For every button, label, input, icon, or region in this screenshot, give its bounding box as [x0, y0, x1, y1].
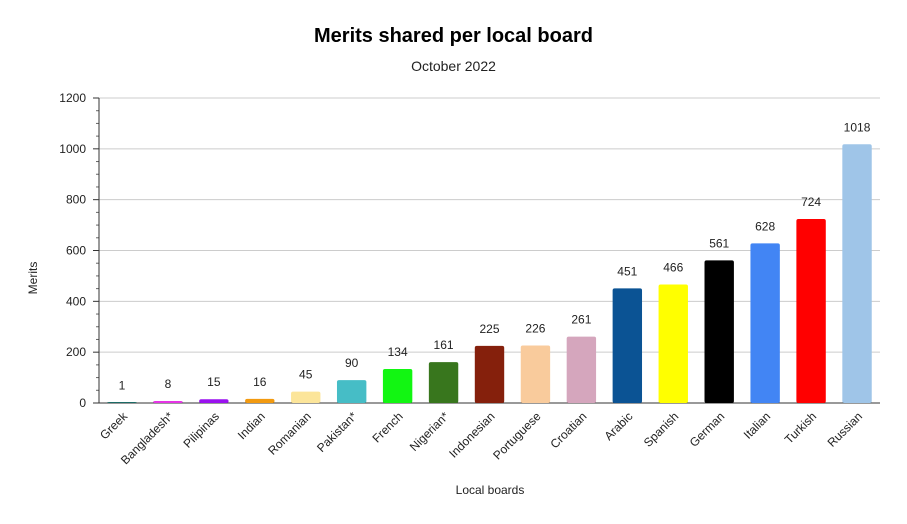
y-tick-label: 0: [79, 396, 86, 410]
bar: [474, 345, 505, 403]
y-tick-label: 200: [66, 345, 86, 359]
data-label: 8: [165, 377, 172, 391]
y-tick-label: 400: [66, 294, 86, 308]
chart-subtitle: October 2022: [411, 58, 496, 74]
x-tick-label: Pakistan*: [314, 409, 360, 455]
bar: [842, 144, 872, 403]
x-tick-label: Nigerian*: [407, 409, 452, 454]
x-tick-label: Croatian: [548, 409, 590, 451]
bar: [520, 345, 551, 403]
x-tick-label: Romanian: [265, 409, 314, 458]
chart-title: Merits shared per local board: [314, 25, 593, 47]
x-tick-label: Indian: [235, 409, 268, 442]
y-tick-label: 1200: [59, 91, 86, 105]
data-label: 226: [525, 322, 545, 336]
x-tick-label: Greek: [97, 409, 131, 443]
data-label: 1: [119, 379, 126, 393]
x-tick-label: German: [687, 409, 728, 450]
data-label: 628: [755, 219, 775, 233]
x-tick-label: Arabic: [601, 409, 635, 443]
bar: [382, 368, 413, 403]
bar: [796, 218, 826, 403]
bar: [612, 288, 643, 403]
data-label: 90: [345, 356, 359, 370]
bar: [336, 380, 367, 403]
bar: [566, 336, 597, 403]
x-tick-label: Turkish: [782, 409, 819, 446]
x-tick-label: Italian: [741, 409, 774, 442]
bar: [245, 398, 275, 403]
data-label: 15: [207, 375, 221, 389]
data-label: 466: [663, 261, 683, 275]
bar: [199, 399, 229, 403]
bar: [658, 284, 688, 403]
x-tick-label: French: [369, 409, 405, 445]
data-label: 45: [299, 368, 313, 382]
x-tick-label: Pilipinas: [180, 409, 222, 451]
y-tick-label: 1000: [59, 142, 86, 156]
bar: [750, 243, 780, 403]
bar: [428, 362, 459, 403]
data-label: 561: [709, 236, 729, 250]
y-tick-label: 800: [66, 193, 86, 207]
bar: [153, 400, 183, 403]
data-label: 16: [253, 375, 267, 389]
data-label: 225: [479, 322, 499, 336]
data-label: 724: [801, 195, 821, 209]
data-label: 134: [388, 345, 408, 359]
x-tick-label: Portuguese: [490, 409, 544, 463]
bar: [704, 260, 734, 403]
bar: [107, 402, 137, 403]
x-axis-label: Local boards: [455, 483, 525, 497]
data-label: 161: [434, 338, 454, 352]
y-tick-label: 600: [66, 244, 86, 258]
x-tick-label: Spanish: [641, 409, 682, 450]
data-label: 261: [571, 313, 591, 327]
data-label: 451: [617, 264, 637, 278]
x-tick-label: Russian: [825, 409, 866, 450]
data-label: 1018: [844, 120, 871, 134]
bar: [291, 391, 321, 403]
